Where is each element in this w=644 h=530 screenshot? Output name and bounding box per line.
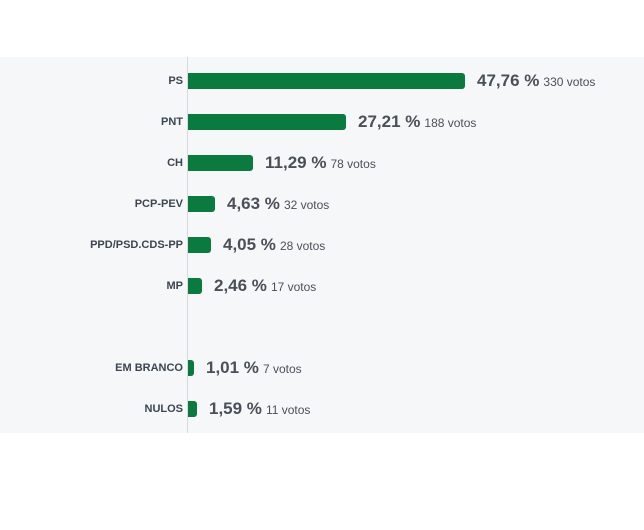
votes-label: 11 votos (265, 403, 311, 417)
bar-value-group: 4,63 % 32 votos (227, 194, 329, 214)
chart-row: PNT 27,21 % 188 votos (0, 112, 644, 132)
category-label: MP (166, 280, 184, 292)
chart-row: PCP-PEV 4,63 % 32 votos (0, 194, 644, 214)
bar-value-group: 47,76 % 330 votos (477, 71, 595, 91)
chart-axis-line (187, 57, 188, 433)
votes-label: 188 votos (424, 116, 477, 130)
votes-label: 7 votos (262, 362, 302, 376)
percent-label: 4,63 % (227, 194, 280, 213)
chart-row: MP 2,46 % 17 votos (0, 276, 644, 296)
bar-value-group: 1,01 % 7 votos (206, 358, 302, 378)
bar-value-group: 2,46 % 17 votos (214, 276, 316, 296)
percent-label: 47,76 % (477, 71, 540, 90)
percent-label: 27,21 % (358, 112, 421, 131)
bar-value-group: 1,59 % 11 votos (209, 399, 310, 419)
percent-label: 11,29 % (265, 153, 327, 172)
votes-label: 28 votos (279, 239, 326, 253)
bar (188, 155, 253, 171)
bar (188, 401, 197, 417)
votes-label: 330 votos (543, 75, 596, 89)
chart-row: PPD/PSD.CDS-PP 4,05 % 28 votos (0, 235, 644, 255)
bar (188, 114, 346, 130)
category-label: PS (168, 75, 183, 87)
percent-label: 2,46 % (214, 276, 267, 295)
category-label: CH (167, 157, 183, 169)
bar (188, 360, 194, 376)
category-label: NULOS (144, 403, 184, 415)
votes-label: 17 votos (270, 280, 317, 294)
percent-label: 1,01 % (206, 358, 259, 377)
votes-label: 32 votos (283, 198, 330, 212)
bar (188, 237, 211, 253)
bar (188, 196, 215, 212)
chart-row: CH 11,29 % 78 votos (0, 153, 644, 173)
bar-value-group: 4,05 % 28 votos (223, 235, 325, 255)
category-label: PCP-PEV (134, 198, 183, 210)
bar (188, 278, 202, 294)
percent-label: 4,05 % (223, 235, 276, 254)
bar-value-group: 27,21 % 188 votos (358, 112, 476, 132)
percent-label: 1,59 % (209, 399, 262, 418)
chart-row: EM BRANCO 1,01 % 7 votos (0, 358, 644, 378)
category-label: EM BRANCO (115, 362, 183, 374)
results-panel: PS 47,76 % 330 votos PNT 27,21 % 188 votos CH 1… (0, 57, 644, 433)
category-label: PPD/PSD.CDS-PP (90, 239, 183, 251)
chart-row: PS 47,76 % 330 votos (0, 71, 644, 91)
bar-value-group: 11,29 % 78 votos (265, 153, 376, 173)
votes-label: 78 votos (330, 157, 376, 171)
category-label: PNT (161, 116, 183, 128)
chart-row: NULOS 1,59 % 11 votos (0, 399, 644, 419)
bar (188, 73, 465, 89)
